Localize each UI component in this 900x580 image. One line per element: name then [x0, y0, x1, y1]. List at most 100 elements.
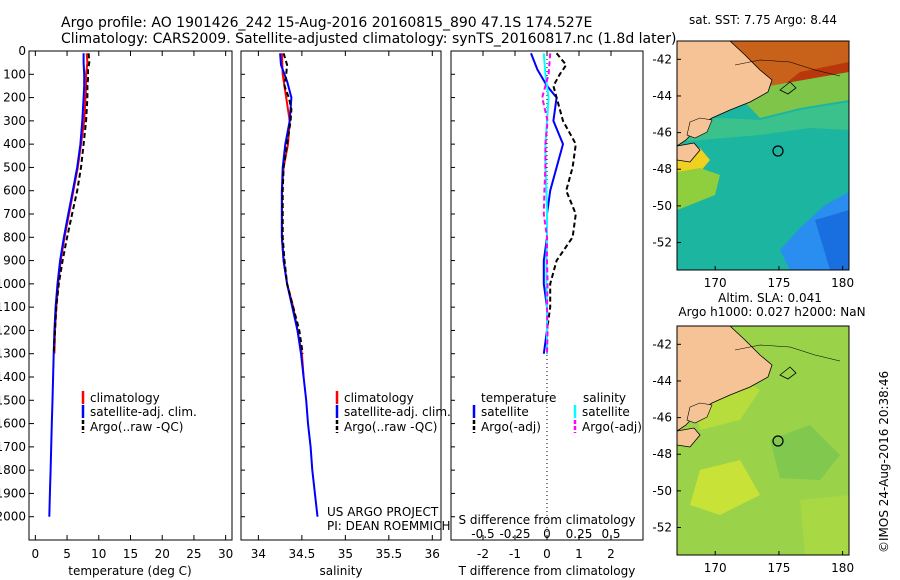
depth-tick-label: 200 — [3, 91, 26, 105]
depth-tick-label: 1600 — [0, 417, 26, 431]
top-x-tick-label: -0.5 — [471, 527, 494, 541]
series-line-satellite-adj-clim- — [48, 53, 86, 517]
legend-label-temperature-satellite: satellite — [481, 405, 529, 419]
x-tick-label: 35 — [338, 547, 353, 561]
depth-tick-label: 100 — [3, 67, 26, 81]
depth-tick-label: 1000 — [0, 277, 26, 291]
salinity-series — [279, 53, 319, 517]
temperature-axis-ticks: 0 5 10 15 20 25 30 — [32, 51, 233, 561]
sla-map-title-line1: Altim. SLA: 0.041 — [718, 291, 822, 305]
depth-tick-label: 600 — [3, 184, 26, 198]
x-tick-label: 25 — [186, 547, 201, 561]
argo-float-marker — [772, 435, 784, 447]
map-lat-label: -46 — [652, 126, 672, 140]
legend-label-salinity-satellite: satellite — [582, 405, 630, 419]
series-line-salinity-argo-adj- — [541, 53, 552, 354]
depth-tick-label: 300 — [3, 114, 26, 128]
x-tick-label: -1 — [509, 547, 521, 561]
depth-tick-label: 500 — [3, 160, 26, 174]
map-lat-label: -52 — [652, 521, 672, 535]
sla-map — [677, 326, 849, 555]
depth-tick-label: 800 — [3, 230, 26, 244]
difference-top-xlabel: S difference from climatology — [459, 513, 636, 527]
x-tick-label: 2 — [607, 547, 615, 561]
difference-xlabel: T difference from climatology — [458, 564, 636, 578]
top-x-tick-label: 0.25 — [566, 527, 593, 541]
map-lon-label: 170 — [704, 561, 727, 575]
map-lon-label: 180 — [831, 276, 854, 290]
map-lat-label: -48 — [652, 162, 672, 176]
legend-label-salinity-argo: Argo(-adj) — [582, 420, 642, 434]
depth-tick-label: 1400 — [0, 370, 26, 384]
x-tick-label: 0 — [543, 547, 551, 561]
map-lon-label: 175 — [767, 276, 790, 290]
map-lat-label: -42 — [652, 337, 672, 351]
map-lat-label: -50 — [652, 199, 672, 213]
map-lat-label: -46 — [652, 411, 672, 425]
map-lat-label: -44 — [652, 89, 672, 103]
argo-float-marker — [772, 145, 784, 157]
x-tick-label: 1 — [575, 547, 583, 561]
x-tick-label: 36 — [425, 547, 440, 561]
map-lat-label: -52 — [652, 236, 672, 250]
sla-map-frame — [676, 325, 850, 556]
depth-axis-ticks: 0 100 200 300 400 500 600 700 800 900 1000 1100 1200… — [0, 44, 455, 524]
map-lon-label: 170 — [704, 276, 727, 290]
depth-tick-label: 1300 — [0, 347, 26, 361]
temperature-xlabel: temperature (deg C) — [68, 564, 191, 578]
figure-title-line1: Argo profile: AO 1901426_242 15-Aug-2016… — [61, 15, 592, 31]
map-lat-label: -48 — [652, 447, 672, 461]
timestamp-stamp: ©IMOS 24-Aug-2016 20:38:46 — [877, 371, 891, 553]
difference-axis-ticks: -2 -1 0 1 2 -0.5 -0.25 0 0.25 0.5 — [471, 51, 621, 561]
x-tick-label: -2 — [477, 547, 489, 561]
x-tick-label: 30 — [218, 547, 233, 561]
depth-tick-label: 1200 — [0, 323, 26, 337]
figure-title-line2: Climatology: CARS2009. Satellite-adjuste… — [61, 31, 676, 47]
x-tick-label: 20 — [155, 547, 170, 561]
depth-tick-label: 2000 — [0, 510, 26, 524]
x-tick-label: 34.5 — [289, 547, 316, 561]
x-tick-label: 5 — [63, 547, 71, 561]
temperature-panel-frame — [28, 50, 233, 541]
depth-tick-label: 1900 — [0, 486, 26, 500]
map-axis-ticks: 170 175 180 -42 -44 -46 -48 -50 -52 170 175 180 -42 -… — [652, 52, 854, 575]
depth-tick-label: 700 — [3, 207, 26, 221]
legend-label-climatology: climatology — [90, 391, 160, 405]
x-tick-label: 34 — [251, 547, 266, 561]
pi-credit: PI: DEAN ROEMMICH — [327, 519, 450, 533]
x-tick-label: 35.5 — [375, 547, 402, 561]
map-lat-label: -42 — [652, 52, 672, 66]
top-x-tick-label: 0.5 — [601, 527, 620, 541]
series-line-argo-raw-qc- — [52, 53, 91, 354]
depth-tick-label: 1700 — [0, 440, 26, 454]
x-tick-label: 0 — [32, 547, 40, 561]
x-tick-label: 15 — [123, 547, 138, 561]
depth-tick-label: 900 — [3, 254, 26, 268]
sst-map-title: sat. SST: 7.75 Argo: 8.44 — [689, 13, 837, 27]
depth-tick-label: 1800 — [0, 463, 26, 477]
legend-label-climatology: climatology — [344, 391, 414, 405]
salinity-legend: climatology satellite-adj. clim. Argo(..… — [335, 391, 451, 434]
depth-tick-label: 0 — [18, 44, 26, 58]
salinity-axis-ticks: 34 34.5 35 35.5 36 — [251, 51, 440, 561]
legend-label-temperature-argo: Argo(-adj) — [481, 420, 541, 434]
map-lat-label: -44 — [652, 374, 672, 388]
map-lat-label: -50 — [652, 484, 672, 498]
difference-series — [530, 52, 577, 354]
series-line-temperature-argo-adj- — [546, 52, 577, 354]
temperature-series — [48, 53, 91, 517]
map-lon-label: 175 — [767, 561, 790, 575]
top-x-tick-label: -0.25 — [499, 527, 530, 541]
top-x-tick-label: 0 — [543, 527, 551, 541]
legend-head-salinity: salinity — [583, 391, 626, 405]
project-credit: US ARGO PROJECT — [327, 505, 439, 519]
salinity-panel-frame — [240, 50, 442, 541]
legend-label-argo: Argo(..raw -QC) — [90, 420, 183, 434]
series-line-argo-raw-qc- — [281, 53, 304, 354]
map-lon-label: 180 — [831, 561, 854, 575]
salinity-xlabel: salinity — [319, 564, 362, 578]
legend-label-satellite: satellite-adj. clim. — [344, 405, 451, 419]
depth-tick-label: 1100 — [0, 300, 26, 314]
x-tick-label: 10 — [91, 547, 106, 561]
